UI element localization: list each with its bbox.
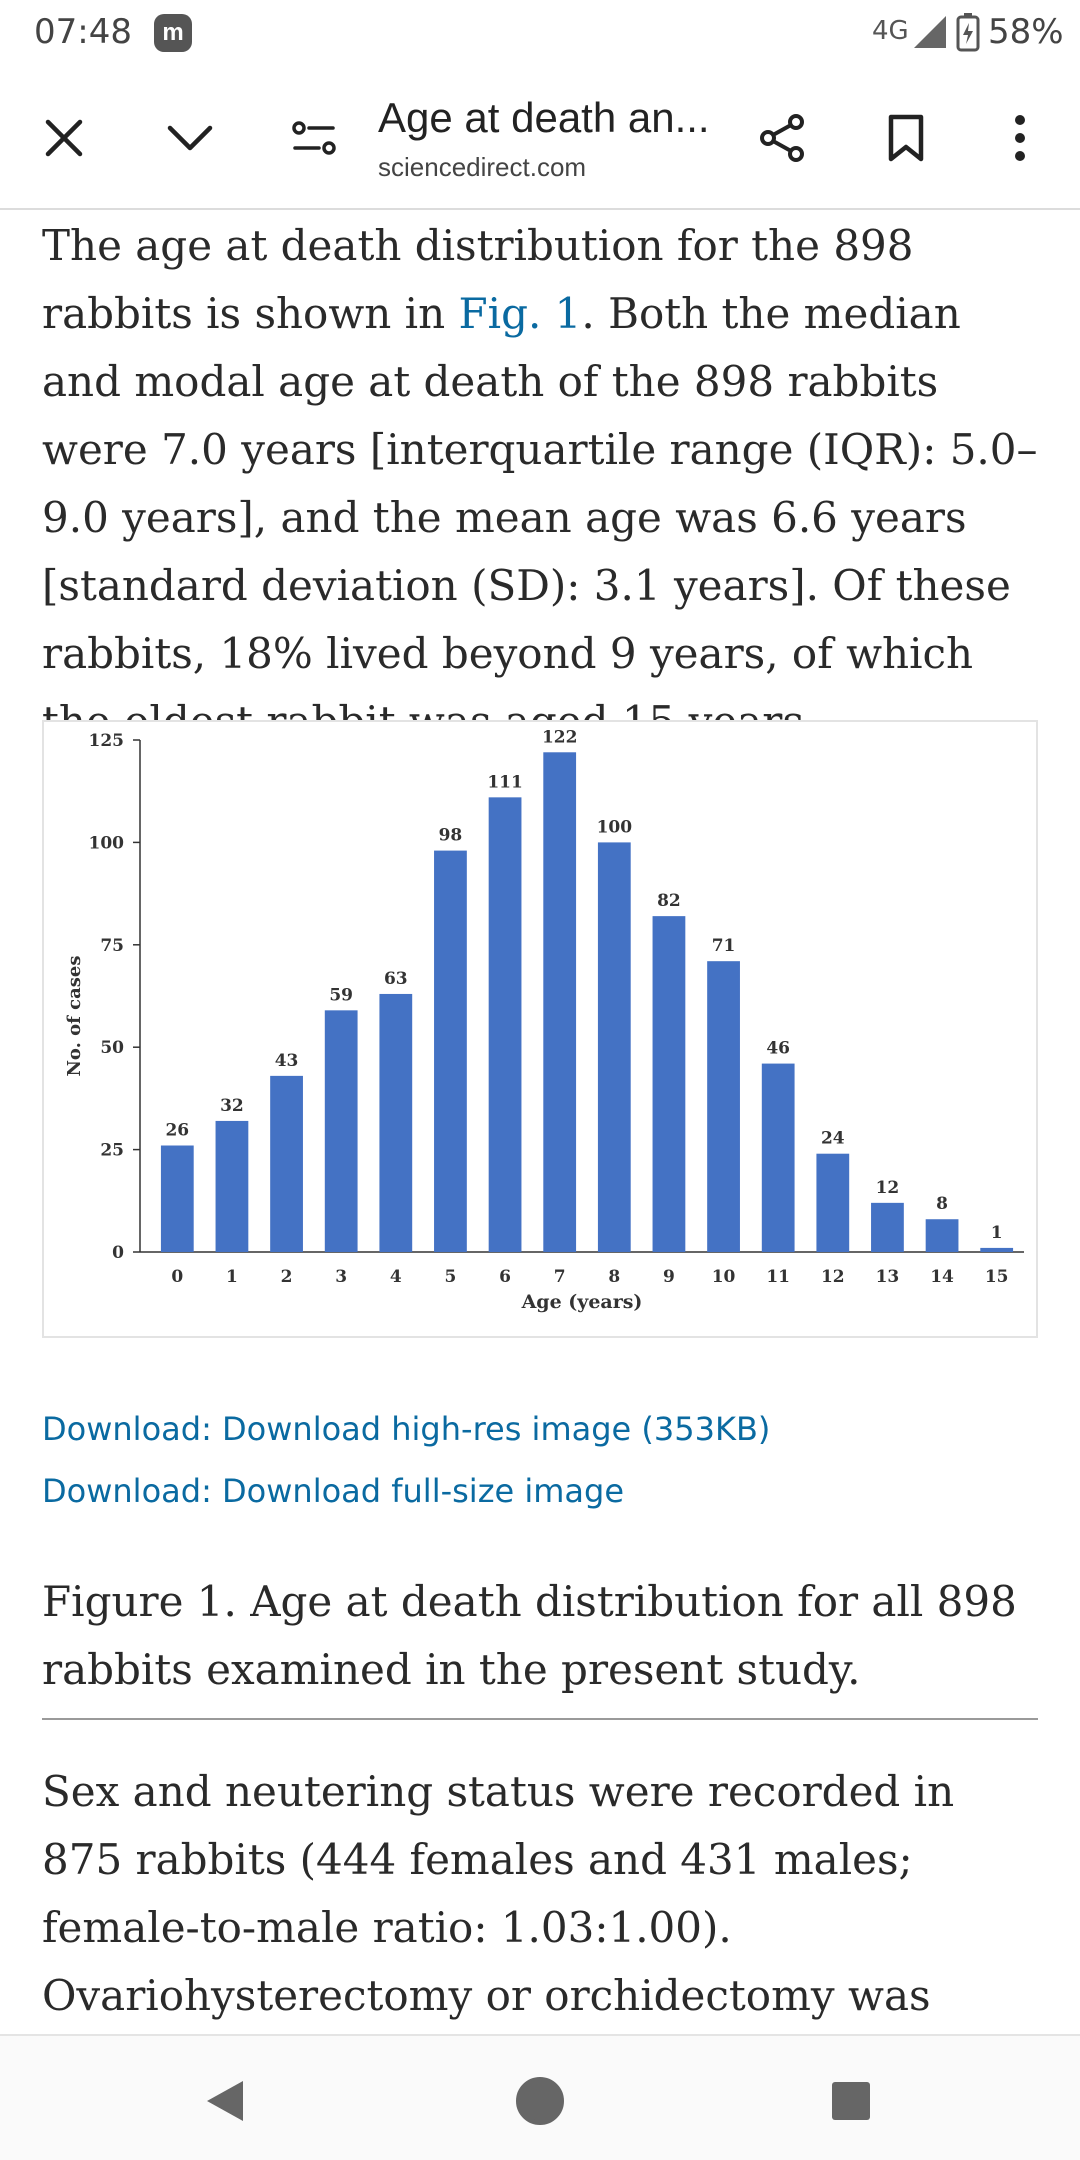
page-settings-icon[interactable] [284, 108, 344, 168]
network-type: 4G [872, 16, 909, 46]
x-tick-label: 0 [171, 1267, 183, 1287]
signal-icon [914, 16, 946, 48]
x-tick-label: 13 [876, 1267, 900, 1287]
bar [597, 842, 631, 1252]
y-axis-label: No. of cases [64, 955, 85, 1076]
close-icon[interactable] [34, 108, 94, 168]
divider [42, 1718, 1038, 1720]
bar-data-label: 8 [936, 1194, 948, 1214]
bar-data-label: 122 [542, 727, 578, 747]
download-highres-link[interactable]: Download: Download high-res image (353KB… [42, 1410, 771, 1448]
caption-text: Figure 1. Age at death distribution for … [42, 1577, 1017, 1694]
bar [324, 1010, 358, 1252]
recents-icon[interactable] [816, 2066, 886, 2136]
x-tick-label: 11 [766, 1267, 790, 1287]
bar [761, 1063, 795, 1252]
y-tick-label: 0 [112, 1243, 124, 1263]
bar [270, 1075, 303, 1252]
bar-data-label: 32 [220, 1096, 244, 1116]
bar [543, 752, 577, 1252]
download-fullsize-link[interactable]: Download: Download full-size image [42, 1472, 625, 1510]
figure-link[interactable]: Fig. 1 [458, 289, 582, 338]
bar-data-label: 1 [991, 1223, 1003, 1243]
page-url[interactable]: sciencedirect.com [378, 152, 587, 182]
y-tick-label: 50 [100, 1038, 124, 1058]
bar-data-label: 100 [597, 817, 633, 837]
y-tick-label: 100 [89, 833, 125, 853]
status-time: 07:48 [34, 12, 132, 52]
x-tick-label: 15 [985, 1267, 1009, 1287]
x-tick-label: 6 [499, 1267, 511, 1287]
battery-percent: 58% [988, 12, 1064, 52]
x-tick-label: 9 [663, 1267, 675, 1287]
home-icon[interactable] [505, 2066, 575, 2136]
mastodon-icon: m [154, 14, 192, 52]
bar-data-label: 46 [766, 1039, 790, 1059]
y-tick-label: 125 [89, 731, 125, 751]
bar [434, 850, 467, 1252]
bar [871, 1202, 904, 1252]
bar-data-label: 59 [329, 985, 353, 1005]
x-axis-label: Age (years) [521, 1291, 643, 1313]
bar [379, 993, 413, 1252]
bar [980, 1247, 1014, 1252]
paragraph-text: . Both the median and modal age at death… [42, 289, 1038, 746]
bar-data-label: 111 [487, 772, 523, 792]
figure-caption: Figure 1. Age at death distribution for … [42, 1568, 1038, 1720]
bar [707, 961, 740, 1252]
back-icon[interactable] [190, 2066, 260, 2136]
bar [652, 916, 686, 1252]
bar-data-label: 12 [876, 1178, 900, 1198]
x-tick-label: 10 [712, 1267, 736, 1287]
x-tick-label: 4 [390, 1267, 402, 1287]
system-nav-bar [0, 2034, 1080, 2160]
x-tick-label: 1 [226, 1267, 238, 1287]
x-tick-label: 12 [821, 1267, 845, 1287]
x-tick-label: 7 [554, 1267, 566, 1287]
status-bar: 07:48 m 4G 58% [0, 0, 1080, 66]
bar [925, 1219, 959, 1252]
x-tick-label: 14 [930, 1267, 954, 1287]
share-icon[interactable] [752, 108, 812, 168]
chevron-down-icon[interactable] [160, 108, 220, 168]
page-title[interactable]: Age at death an... [378, 94, 710, 141]
bar-data-label: 43 [275, 1051, 299, 1071]
x-tick-label: 5 [445, 1267, 457, 1287]
bar [215, 1120, 249, 1252]
x-tick-label: 8 [608, 1267, 620, 1287]
bar-data-label: 82 [657, 891, 681, 911]
bar-data-label: 24 [821, 1129, 845, 1149]
bar [488, 797, 522, 1252]
browser-toolbar: Age at death an... sciencedirect.com [0, 70, 1080, 210]
bar-data-label: 26 [165, 1121, 189, 1141]
bookmark-icon[interactable] [876, 108, 936, 168]
battery-icon [956, 13, 980, 52]
paragraph-text: The age at death distribution for the 89… [42, 221, 914, 338]
x-tick-label: 3 [335, 1267, 347, 1287]
more-vert-icon[interactable] [990, 108, 1050, 168]
figure-image[interactable]: 0 25 50 75 100 125 26 0 32 1 43 2 59 3 63 4 98 5 111 6 122 7 1… [42, 720, 1038, 1338]
bar-data-label: 98 [439, 826, 463, 846]
bar [160, 1145, 194, 1252]
y-tick-label: 75 [100, 936, 124, 956]
y-tick-label: 25 [100, 1141, 124, 1161]
article-paragraph: The age at death distribution for the 89… [42, 212, 1038, 756]
article-content: The age at death distribution for the 89… [42, 212, 1038, 772]
bar-chart: 0255075100125260321432593634985111612271… [64, 727, 1024, 1313]
bar-data-label: 63 [384, 969, 408, 989]
bar-data-label: 71 [712, 936, 736, 956]
x-tick-label: 2 [281, 1267, 293, 1287]
bar [816, 1153, 850, 1252]
